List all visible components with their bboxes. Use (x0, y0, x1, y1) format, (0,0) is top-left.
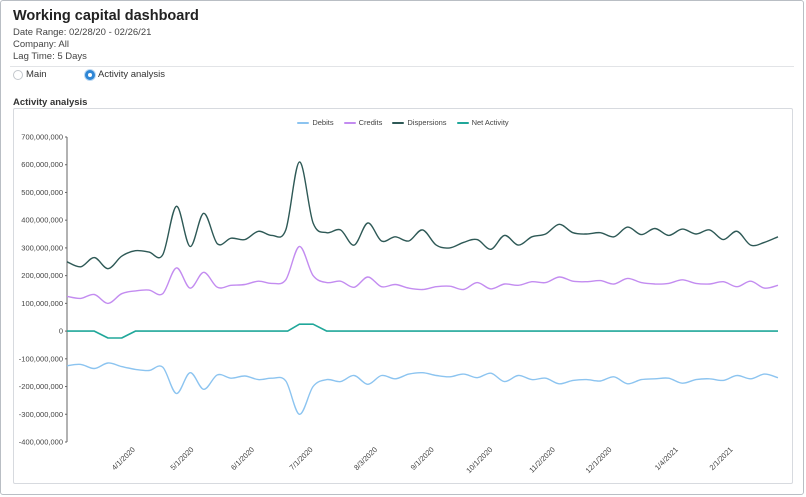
legend-swatch-dispersions (392, 121, 405, 124)
y-tick-label: 200,000,000 (21, 271, 63, 280)
x-tick-label: 1/4/2021 (653, 445, 680, 472)
series-line-debits (66, 362, 779, 415)
legend-swatch-debits (297, 121, 310, 124)
legend-swatch-net-activity (456, 121, 469, 124)
date-range-text: Date Range: 02/28/20 - 02/26/21 (13, 27, 152, 38)
x-tick-label: 2/1/2021 (708, 445, 735, 472)
legend-item-dispersions[interactable]: Dispersions (392, 118, 447, 127)
radio-activity-analysis-label: Activity analysis (98, 69, 166, 80)
y-tick-label: 500,000,000 (21, 188, 63, 197)
y-tick-label: -200,000,000 (19, 382, 63, 391)
legend-item-net-activity[interactable]: Net Activity (456, 118, 509, 127)
x-tick-label: 8/3/2020 (352, 445, 379, 472)
legend-item-debits[interactable]: Debits (297, 118, 334, 127)
legend-item-credits[interactable]: Credits (343, 118, 383, 127)
page-title: Working capital dashboard (13, 8, 199, 24)
series-line-credits (66, 245, 779, 305)
chart-panel (13, 108, 793, 484)
view-toggle: Main Activity analysis (13, 69, 165, 80)
x-tick-label: 6/1/2020 (229, 445, 256, 472)
legend-label-net-activity: Net Activity (471, 118, 509, 127)
x-tick-label: 5/1/2020 (168, 445, 195, 472)
x-tick-label: 11/2/2020 (527, 445, 557, 475)
x-tick-label: 12/1/2020 (584, 445, 614, 475)
radio-activity-analysis[interactable] (85, 69, 95, 80)
radio-option-activity-analysis[interactable]: Activity analysis (85, 69, 165, 80)
radio-main-label: Main (26, 69, 47, 80)
section-title: Activity analysis (13, 97, 88, 108)
series-line-net-activity (67, 323, 778, 339)
radio-main[interactable] (13, 69, 23, 80)
y-tick-label: 700,000,000 (21, 133, 63, 142)
y-tick-label: -400,000,000 (19, 438, 63, 447)
x-tick-label: 9/1/2020 (409, 445, 436, 472)
legend-swatch-credits (343, 121, 356, 124)
x-tick-label: 7/1/2020 (288, 445, 315, 472)
lag-time-text: Lag Time: 5 Days (13, 51, 87, 62)
company-text: Company: All (13, 39, 69, 50)
legend-label-debits: Debits (312, 118, 334, 127)
radio-option-main[interactable]: Main (13, 69, 85, 80)
y-tick-label: 100,000,000 (21, 299, 63, 308)
y-tick-label: -100,000,000 (19, 354, 63, 363)
header-divider (10, 66, 794, 67)
y-tick-label: 0 (59, 327, 63, 336)
y-tick-label: 600,000,000 (21, 160, 63, 169)
y-tick-label: 400,000,000 (21, 216, 63, 225)
x-tick-label: 10/1/2020 (464, 445, 494, 475)
y-tick-label: -300,000,000 (19, 410, 63, 419)
y-tick-label: 300,000,000 (21, 243, 63, 252)
legend-label-dispersions: Dispersions (407, 118, 447, 127)
series-line-dispersions (66, 161, 779, 270)
chart-legend: Debits Credits Dispersions Net Activity (0, 118, 806, 127)
legend-label-credits: Credits (358, 118, 383, 127)
x-tick-label: 4/1/2020 (110, 445, 137, 472)
